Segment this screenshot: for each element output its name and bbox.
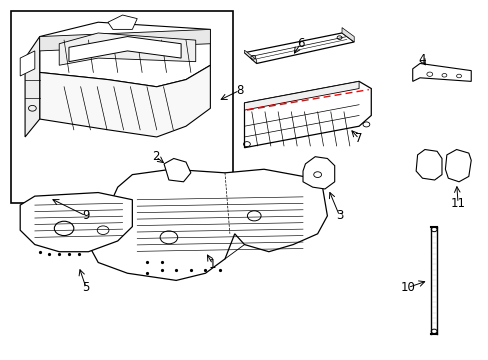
Text: 11: 11 — [449, 197, 465, 210]
Polygon shape — [303, 157, 334, 189]
Polygon shape — [88, 169, 327, 280]
Polygon shape — [412, 63, 470, 81]
Polygon shape — [40, 22, 210, 87]
Polygon shape — [20, 193, 132, 252]
Polygon shape — [244, 81, 358, 110]
Polygon shape — [445, 149, 470, 182]
Polygon shape — [40, 30, 210, 51]
Polygon shape — [341, 28, 353, 42]
Polygon shape — [108, 15, 137, 30]
Text: 3: 3 — [335, 210, 343, 222]
Polygon shape — [40, 65, 210, 137]
Text: 7: 7 — [355, 132, 362, 145]
Polygon shape — [20, 51, 35, 76]
Polygon shape — [25, 37, 40, 137]
Text: 6: 6 — [296, 37, 304, 50]
Text: 10: 10 — [400, 281, 414, 294]
Text: 4: 4 — [418, 53, 426, 66]
Text: 5: 5 — [82, 281, 89, 294]
Polygon shape — [244, 50, 256, 63]
Text: 9: 9 — [82, 210, 90, 222]
Text: 8: 8 — [235, 84, 243, 97]
Polygon shape — [244, 33, 353, 63]
Polygon shape — [69, 37, 181, 62]
Polygon shape — [415, 149, 441, 180]
Polygon shape — [59, 33, 195, 65]
Text: 2: 2 — [152, 150, 159, 163]
Polygon shape — [244, 81, 370, 148]
Bar — [11, 12, 233, 203]
Text: 1: 1 — [209, 258, 216, 271]
Polygon shape — [163, 158, 190, 182]
